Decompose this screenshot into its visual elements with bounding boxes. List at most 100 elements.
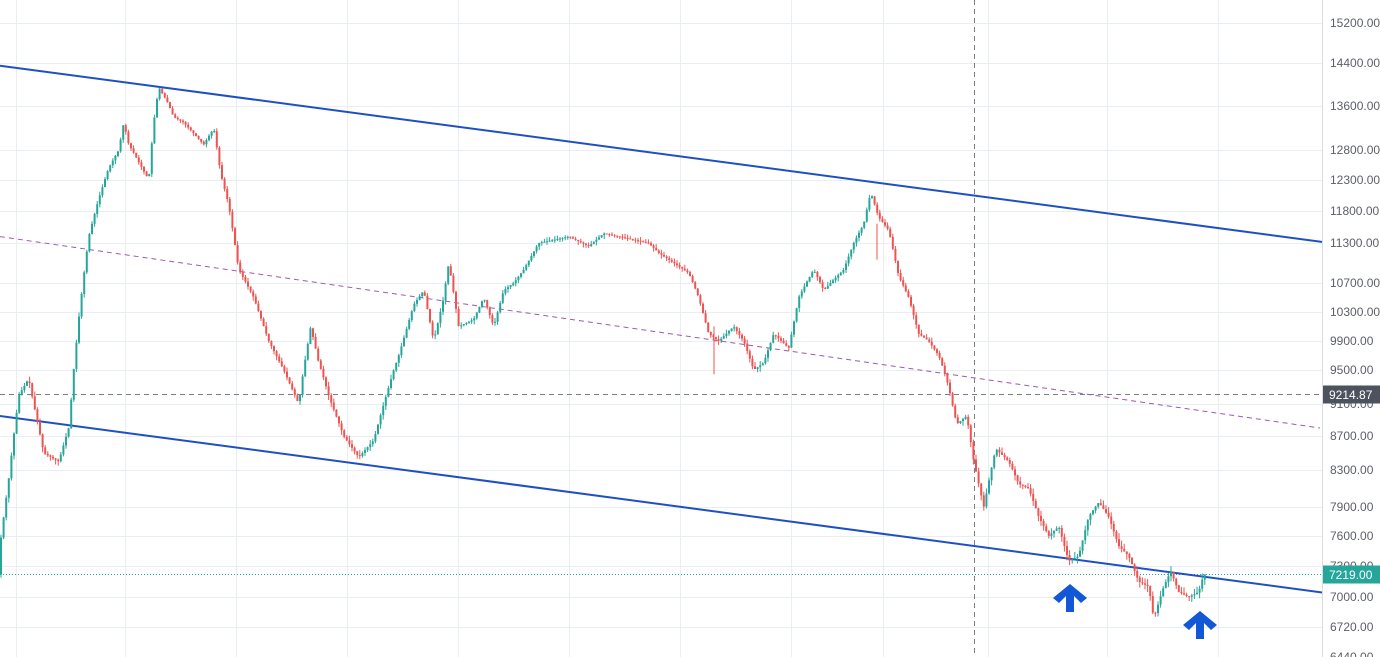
candle-body xyxy=(273,346,275,352)
channel-mid-line xyxy=(0,236,1321,429)
arrow-up-icon xyxy=(1053,584,1087,612)
candle-body xyxy=(33,396,36,410)
candle-body xyxy=(327,386,330,396)
candle-body xyxy=(972,442,975,460)
candle-body xyxy=(569,236,572,238)
candle-body xyxy=(689,272,691,276)
candle-body xyxy=(884,222,886,226)
candle-body xyxy=(1198,588,1201,593)
candle-body xyxy=(829,283,832,286)
candle-body xyxy=(793,321,795,335)
candle-body xyxy=(501,293,504,303)
candle-body xyxy=(954,405,957,418)
candle-body xyxy=(429,309,431,323)
candle-body xyxy=(384,396,387,406)
candle-body xyxy=(956,417,959,424)
candle-body xyxy=(590,244,593,247)
candle-body xyxy=(1190,595,1193,597)
candle-body xyxy=(59,454,62,462)
candle-body xyxy=(410,311,413,320)
candle-body xyxy=(800,291,803,297)
candle-body xyxy=(980,483,983,496)
candle-body xyxy=(387,388,390,397)
candle-body xyxy=(184,122,187,125)
candle-body xyxy=(46,453,49,456)
candle-body xyxy=(808,277,811,282)
candle-body xyxy=(652,245,655,248)
candle-body xyxy=(1021,484,1024,486)
candle-body xyxy=(631,239,634,241)
candle-body xyxy=(774,335,777,337)
candle-body xyxy=(80,294,83,317)
price-tick-label: 11800.00 xyxy=(1330,204,1379,218)
candle-body xyxy=(998,449,1001,453)
candle-body xyxy=(10,455,13,479)
candle-body xyxy=(780,338,782,341)
candle-body xyxy=(912,305,915,316)
candle-body xyxy=(104,179,106,188)
candle-body xyxy=(949,382,951,394)
candle-body xyxy=(611,234,613,236)
candle-body xyxy=(23,385,26,391)
candle-body xyxy=(821,282,824,288)
candle-body xyxy=(312,328,314,337)
candle-body xyxy=(785,343,788,346)
candle-body xyxy=(813,271,816,273)
candle-body xyxy=(1027,487,1029,489)
candle-body xyxy=(951,393,954,406)
candle-body xyxy=(444,283,447,301)
candle-body xyxy=(728,331,730,334)
candle-body xyxy=(96,204,99,214)
candle-body xyxy=(122,125,125,140)
candle-body xyxy=(1011,463,1014,470)
price-tick-label: 8700.00 xyxy=(1330,429,1374,443)
candle-body xyxy=(787,345,790,348)
candle-body xyxy=(1092,510,1094,515)
candle-body xyxy=(49,455,52,457)
candle-body xyxy=(868,198,871,210)
candle-body xyxy=(1050,533,1053,536)
candle-body xyxy=(811,272,814,277)
candle-body xyxy=(26,381,28,386)
candle-body xyxy=(993,455,996,468)
candle-body xyxy=(907,291,910,297)
candle-body xyxy=(1099,503,1102,506)
candle-body xyxy=(145,171,148,177)
candle-body xyxy=(1084,530,1087,541)
candle-body xyxy=(769,342,772,351)
candle-body xyxy=(358,455,361,457)
candle-body xyxy=(767,350,769,358)
candle-body xyxy=(694,282,697,289)
candle-body xyxy=(860,227,863,233)
candle-body xyxy=(772,335,775,343)
candle-body xyxy=(1086,520,1089,531)
candle-body xyxy=(832,280,834,283)
candle-body xyxy=(470,320,473,322)
candle-body xyxy=(826,285,829,289)
candle-body xyxy=(1029,488,1032,494)
candle-body xyxy=(795,308,798,322)
candle-body xyxy=(566,236,569,238)
candle-body xyxy=(210,131,213,136)
candle-body xyxy=(41,434,44,448)
candle-body xyxy=(57,459,60,462)
candle-body xyxy=(345,436,348,441)
candle-body xyxy=(252,291,255,297)
candle-body xyxy=(535,246,538,252)
candle-body xyxy=(1120,546,1123,549)
candle-body xyxy=(130,143,132,149)
candle-body xyxy=(70,399,73,429)
price-tick-label: 12300.00 xyxy=(1330,173,1380,187)
price-tick-label: 12800.00 xyxy=(1330,143,1380,157)
candle-body xyxy=(746,343,749,352)
candle-body xyxy=(1138,577,1141,582)
candle-body xyxy=(54,458,57,460)
candle-body xyxy=(449,266,452,276)
candle-body xyxy=(1188,595,1191,597)
candle-body xyxy=(143,166,145,172)
crosshair-price-label: 9214.87 xyxy=(1329,388,1373,402)
candle-body xyxy=(1180,591,1183,594)
